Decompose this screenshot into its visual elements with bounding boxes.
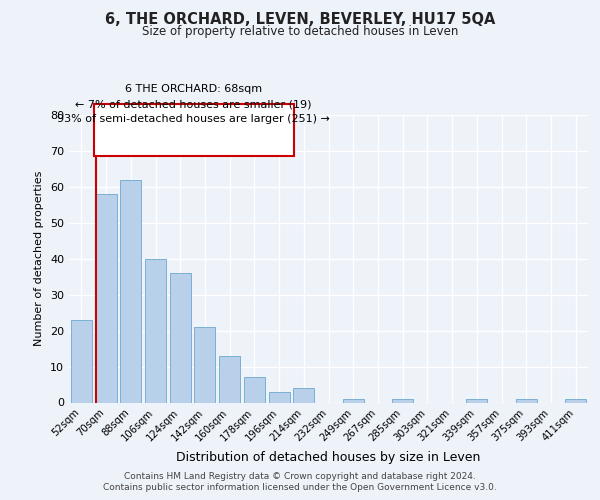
Bar bbox=[244, 378, 265, 402]
Bar bbox=[95, 194, 116, 402]
Bar bbox=[71, 320, 92, 402]
Bar bbox=[194, 327, 215, 402]
Bar bbox=[120, 180, 141, 402]
Bar bbox=[392, 399, 413, 402]
Bar bbox=[516, 399, 537, 402]
Text: Size of property relative to detached houses in Leven: Size of property relative to detached ho… bbox=[142, 25, 458, 38]
Bar bbox=[219, 356, 240, 403]
Y-axis label: Number of detached properties: Number of detached properties bbox=[34, 171, 44, 346]
Bar bbox=[145, 259, 166, 402]
Bar bbox=[466, 399, 487, 402]
Text: Contains HM Land Registry data © Crown copyright and database right 2024.: Contains HM Land Registry data © Crown c… bbox=[124, 472, 476, 481]
Bar bbox=[170, 273, 191, 402]
X-axis label: Distribution of detached houses by size in Leven: Distribution of detached houses by size … bbox=[176, 452, 481, 464]
Bar bbox=[343, 399, 364, 402]
Text: 6 THE ORCHARD: 68sqm
← 7% of detached houses are smaller (19)
93% of semi-detach: 6 THE ORCHARD: 68sqm ← 7% of detached ho… bbox=[58, 84, 330, 124]
FancyBboxPatch shape bbox=[94, 104, 294, 156]
Text: 6, THE ORCHARD, LEVEN, BEVERLEY, HU17 5QA: 6, THE ORCHARD, LEVEN, BEVERLEY, HU17 5Q… bbox=[105, 12, 495, 28]
Bar bbox=[293, 388, 314, 402]
Bar bbox=[565, 399, 586, 402]
Text: Contains public sector information licensed under the Open Government Licence v3: Contains public sector information licen… bbox=[103, 484, 497, 492]
Bar bbox=[269, 392, 290, 402]
